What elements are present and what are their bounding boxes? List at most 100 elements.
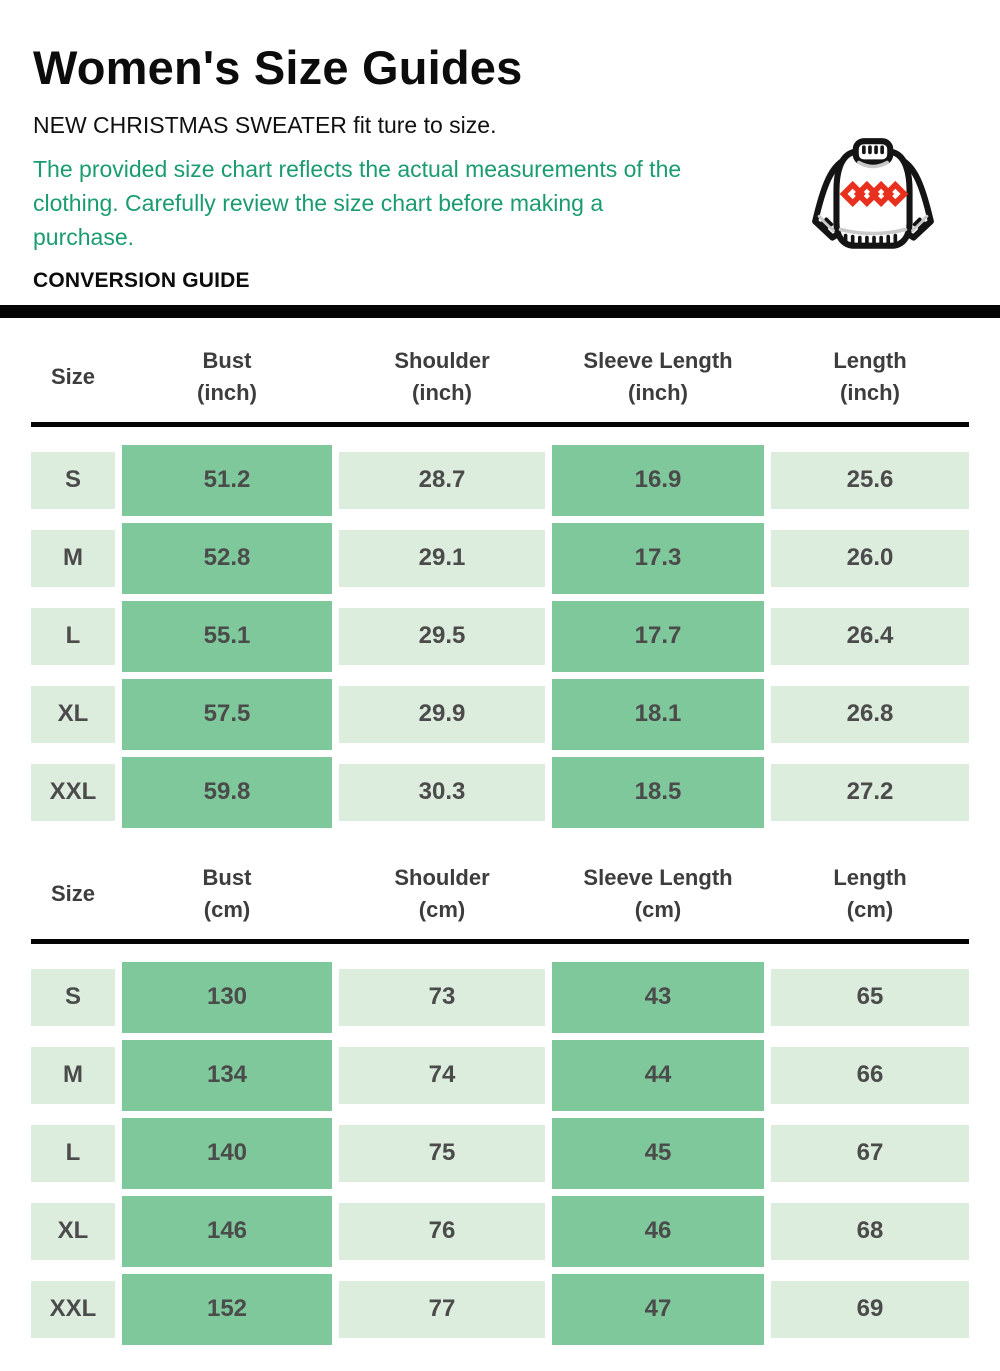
- col-header-shoulder-label: Shoulder: [394, 865, 490, 890]
- measurement-note-text: The provided size chart reflects the act…: [33, 156, 682, 250]
- col-header-length: Length (cm): [771, 862, 969, 926]
- bust-cell: 55.1: [122, 600, 332, 672]
- bust-cell: 152: [122, 1273, 332, 1345]
- sleeve-cell: 17.7: [552, 600, 764, 672]
- sleeve-cell: 43: [552, 961, 764, 1033]
- size-cell: L: [31, 1124, 115, 1182]
- col-header-sleeve: Sleeve Length (inch): [552, 345, 764, 409]
- table-row-xxl: XXL 152 77 47 69: [31, 1270, 969, 1348]
- shoulder-cell: 73: [339, 968, 545, 1026]
- table-cm-header-row: Size Bust (cm) Shoulder (cm) Sleeve Leng…: [31, 831, 969, 939]
- col-header-shoulder-unit: (cm): [418, 897, 466, 922]
- col-header-sleeve-label: Sleeve Length: [583, 348, 733, 373]
- size-cell: M: [31, 1046, 115, 1104]
- shoulder-cell: 75: [339, 1124, 545, 1182]
- bust-cell: 51.2: [122, 444, 332, 516]
- page-title: Women's Size Guides: [33, 41, 523, 94]
- bust-cell: 57.5: [122, 678, 332, 750]
- col-header-shoulder: Shoulder (cm): [339, 862, 545, 926]
- length-cell: 66: [771, 1046, 969, 1104]
- table-row-m: M 134 74 44 66: [31, 1036, 969, 1114]
- sleeve-cell: 44: [552, 1039, 764, 1111]
- size-cell: S: [31, 451, 115, 509]
- bust-cell: 52.8: [122, 522, 332, 594]
- col-header-length-label: Length: [833, 865, 907, 890]
- col-header-bust: Bust (cm): [122, 862, 332, 926]
- shoulder-cell: 29.1: [339, 529, 545, 587]
- size-cell: XL: [31, 1202, 115, 1260]
- table-inch-header-row: Size Bust (inch) Shoulder (inch) Sleeve …: [31, 318, 969, 422]
- size-cell: XXL: [31, 1280, 115, 1338]
- christmas-sweater-icon: [806, 134, 940, 262]
- shoulder-cell: 77: [339, 1280, 545, 1338]
- table-cm-body: S 130 73 43 65 M 134 74 44 66 L 140 75 4…: [31, 944, 969, 1348]
- col-header-size: Size: [50, 364, 96, 389]
- length-cell: 26.0: [771, 529, 969, 587]
- sleeve-cell: 18.1: [552, 678, 764, 750]
- size-guide-page: { "page": { "title": "Women's Size Guide…: [0, 40, 1000, 1371]
- table-row-m: M 52.8 29.1 17.3 26.0: [31, 519, 969, 597]
- sleeve-cell: 45: [552, 1117, 764, 1189]
- shoulder-cell: 29.5: [339, 607, 545, 665]
- col-header-length-unit: (cm): [846, 897, 894, 922]
- length-cell: 69: [771, 1280, 969, 1338]
- section-divider: [0, 305, 1000, 318]
- size-cell: M: [31, 529, 115, 587]
- length-cell: 67: [771, 1124, 969, 1182]
- table-row-l: L 55.1 29.5 17.7 26.4: [31, 597, 969, 675]
- bust-cell: 146: [122, 1195, 332, 1267]
- bust-cell: 130: [122, 961, 332, 1033]
- shoulder-cell: 28.7: [339, 451, 545, 509]
- col-header-shoulder: Shoulder (inch): [339, 345, 545, 409]
- fit-note-text: NEW CHRISTMAS SWEATER fit ture to size.: [33, 112, 497, 138]
- size-table-cm: Size Bust (cm) Shoulder (cm) Sleeve Leng…: [31, 831, 969, 1348]
- length-cell: 68: [771, 1202, 969, 1260]
- col-header-sleeve-unit: (cm): [634, 897, 682, 922]
- table-row-xxl: XXL 59.8 30.3 18.5 27.2: [31, 753, 969, 831]
- sleeve-cell: 18.5: [552, 756, 764, 828]
- shoulder-cell: 30.3: [339, 763, 545, 821]
- table-cm-header-rule: [31, 939, 969, 944]
- size-cell: L: [31, 607, 115, 665]
- table-row-s: S 130 73 43 65: [31, 958, 969, 1036]
- col-header-shoulder-label: Shoulder: [394, 348, 490, 373]
- bust-cell: 134: [122, 1039, 332, 1111]
- col-header-size: Size: [50, 881, 96, 906]
- shoulder-cell: 29.9: [339, 685, 545, 743]
- length-cell: 26.4: [771, 607, 969, 665]
- sleeve-cell: 46: [552, 1195, 764, 1267]
- col-header-bust-unit: (inch): [197, 380, 257, 405]
- sleeve-cell: 16.9: [552, 444, 764, 516]
- col-header-bust-unit: (cm): [203, 897, 251, 922]
- table-inch-body: S 51.2 28.7 16.9 25.6 M 52.8 29.1 17.3 2…: [31, 427, 969, 831]
- conversion-guide-label: CONVERSION GUIDE: [33, 269, 250, 292]
- table-row-s: S 51.2 28.7 16.9 25.6: [31, 441, 969, 519]
- size-cell: XL: [31, 685, 115, 743]
- col-header-length-unit: (inch): [840, 380, 900, 405]
- size-table-inch: Size Bust (inch) Shoulder (inch) Sleeve …: [31, 318, 969, 831]
- col-header-length-label: Length: [833, 348, 907, 373]
- table-row-xl: XL 57.5 29.9 18.1 26.8: [31, 675, 969, 753]
- length-cell: 27.2: [771, 763, 969, 821]
- sweater-icon-svg: [812, 138, 934, 249]
- col-header-sleeve-unit: (inch): [628, 380, 688, 405]
- bust-cell: 140: [122, 1117, 332, 1189]
- header-block: Women's Size Guides NEW CHRISTMAS SWEATE…: [0, 40, 1000, 293]
- col-header-bust-label: Bust: [202, 348, 252, 373]
- col-header-bust: Bust (inch): [122, 345, 332, 409]
- col-header-shoulder-unit: (inch): [412, 380, 472, 405]
- sleeve-cell: 47: [552, 1273, 764, 1345]
- table-inch-header-rule: [31, 422, 969, 427]
- shoulder-cell: 74: [339, 1046, 545, 1104]
- bust-cell: 59.8: [122, 756, 332, 828]
- table-row-xl: XL 146 76 46 68: [31, 1192, 969, 1270]
- col-header-length: Length (inch): [771, 345, 969, 409]
- sleeve-cell: 17.3: [552, 522, 764, 594]
- size-cell: XXL: [31, 763, 115, 821]
- col-header-bust-label: Bust: [202, 865, 252, 890]
- col-header-sleeve: Sleeve Length (cm): [552, 862, 764, 926]
- length-cell: 65: [771, 968, 969, 1026]
- shoulder-cell: 76: [339, 1202, 545, 1260]
- size-cell: S: [31, 968, 115, 1026]
- col-header-sleeve-label: Sleeve Length: [583, 865, 733, 890]
